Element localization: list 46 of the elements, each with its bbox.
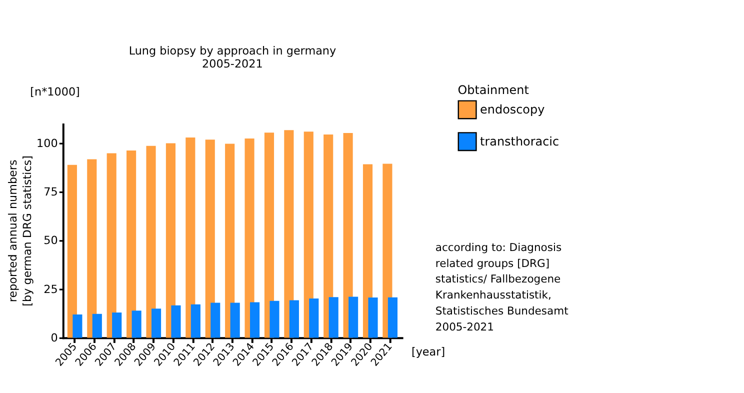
bar — [67, 164, 77, 338]
chart-subtitle: 2005-2021 — [202, 57, 263, 70]
bar — [72, 314, 82, 338]
text: according to: Diagnosis related groups [DRG] statistics/ Fallbezogene Krankenhausstatistik, Statistisches Bundesamt 2005-2021 — [435, 240, 568, 334]
bar — [186, 137, 196, 338]
y-tick-label: 75 — [44, 186, 58, 199]
bar — [289, 300, 299, 338]
y-axis-title: reported annual numbers [by german DRG statistics] — [6, 155, 34, 306]
x-axis-title: [year] — [411, 345, 446, 358]
bar — [309, 298, 319, 338]
bar — [205, 140, 215, 338]
bar — [190, 304, 200, 338]
bar — [388, 297, 398, 338]
bar — [171, 305, 181, 338]
bar — [92, 314, 102, 338]
bar — [270, 300, 280, 338]
bar — [166, 143, 176, 338]
bar — [132, 310, 142, 338]
bar — [284, 130, 294, 338]
bar — [87, 159, 97, 338]
bar — [348, 296, 358, 338]
y-tick-label: 0 — [50, 331, 58, 344]
bar — [264, 132, 274, 338]
bar — [343, 133, 353, 338]
legend-label: transthoracic — [480, 134, 560, 149]
chart-title: Lung biopsy by approach in germany — [128, 44, 336, 58]
bar — [324, 134, 334, 338]
y-tick-label: 100 — [36, 137, 58, 150]
bar — [250, 302, 260, 338]
bar — [151, 308, 162, 338]
bar — [368, 298, 378, 338]
y-tick-label: 25 — [44, 282, 58, 296]
bar — [146, 146, 156, 338]
bar — [304, 132, 314, 338]
bar — [225, 144, 235, 338]
bar — [106, 153, 116, 338]
legend-label: endoscopy — [480, 102, 545, 117]
bar — [126, 150, 136, 338]
bar — [328, 297, 338, 338]
bar — [230, 302, 240, 338]
bar — [112, 312, 122, 338]
bar — [244, 138, 254, 338]
y-tick-label: 50 — [44, 234, 58, 248]
text: [n*1000] — [30, 85, 80, 98]
bar — [210, 302, 220, 338]
legend-title: Obtainment — [458, 82, 530, 97]
